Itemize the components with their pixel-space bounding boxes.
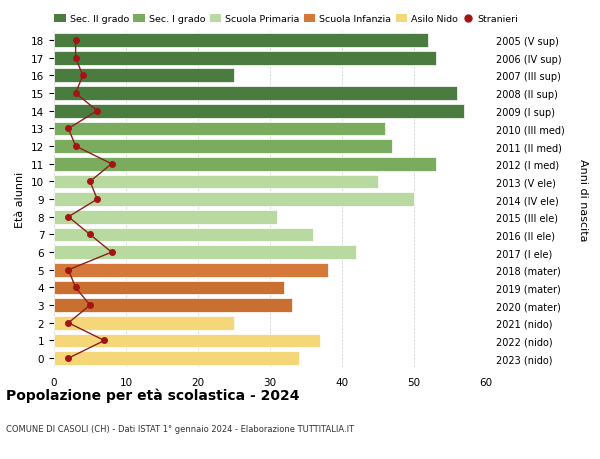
Text: COMUNE DI CASOLI (CH) - Dati ISTAT 1° gennaio 2024 - Elaborazione TUTTITALIA.IT: COMUNE DI CASOLI (CH) - Dati ISTAT 1° ge… xyxy=(6,425,354,434)
Point xyxy=(71,90,80,97)
Point xyxy=(64,355,73,362)
Bar xyxy=(54,334,320,347)
Point xyxy=(92,196,102,203)
Point xyxy=(64,319,73,327)
Bar xyxy=(54,87,457,101)
Point xyxy=(92,108,102,115)
Point xyxy=(71,37,80,45)
Point xyxy=(107,161,116,168)
Point xyxy=(85,231,95,239)
Bar xyxy=(54,52,436,66)
Legend: Sec. II grado, Sec. I grado, Scuola Primaria, Scuola Infanzia, Asilo Nido, Stran: Sec. II grado, Sec. I grado, Scuola Prim… xyxy=(55,15,518,24)
Bar xyxy=(54,175,378,189)
Bar xyxy=(54,246,356,259)
Point xyxy=(71,55,80,62)
Y-axis label: Età alunni: Età alunni xyxy=(16,172,25,228)
Bar xyxy=(54,34,428,48)
Bar xyxy=(54,69,234,83)
Point xyxy=(85,179,95,186)
Point xyxy=(107,249,116,256)
Bar xyxy=(54,157,436,171)
Point xyxy=(64,267,73,274)
Point xyxy=(64,213,73,221)
Y-axis label: Anni di nascita: Anni di nascita xyxy=(578,158,589,241)
Bar xyxy=(54,316,234,330)
Bar xyxy=(54,193,414,207)
Point xyxy=(71,143,80,151)
Point xyxy=(64,125,73,133)
Bar xyxy=(54,352,299,365)
Bar xyxy=(54,299,292,313)
Bar xyxy=(54,228,313,242)
Point xyxy=(100,337,109,344)
Bar xyxy=(54,122,385,136)
Point xyxy=(85,302,95,309)
Bar xyxy=(54,263,328,277)
Text: Popolazione per età scolastica - 2024: Popolazione per età scolastica - 2024 xyxy=(6,388,299,403)
Point xyxy=(71,284,80,291)
Bar xyxy=(54,210,277,224)
Point xyxy=(78,73,88,80)
Bar xyxy=(54,105,464,118)
Bar xyxy=(54,281,284,295)
Bar xyxy=(54,140,392,154)
